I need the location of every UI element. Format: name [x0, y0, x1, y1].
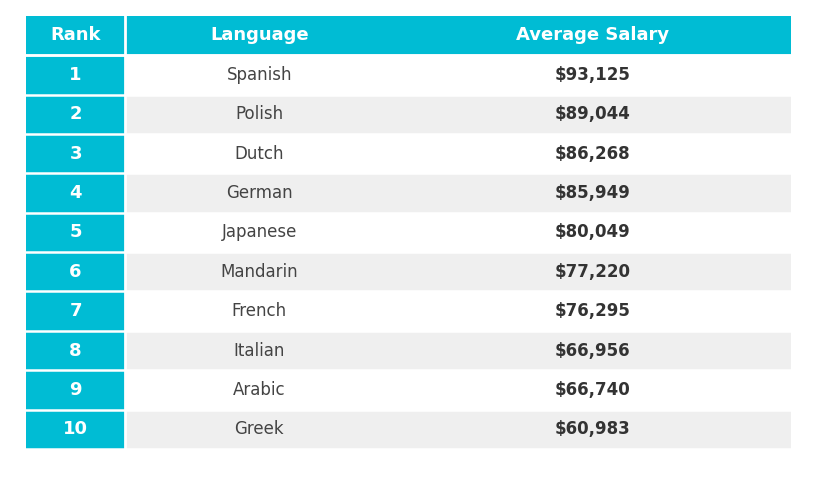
FancyBboxPatch shape — [26, 95, 125, 134]
FancyBboxPatch shape — [125, 252, 393, 291]
Text: Spanish: Spanish — [226, 66, 292, 84]
Text: $89,044: $89,044 — [554, 105, 630, 123]
Text: $85,949: $85,949 — [554, 184, 630, 202]
Text: Average Salary: Average Salary — [516, 27, 669, 44]
Text: Italian: Italian — [234, 341, 285, 359]
FancyBboxPatch shape — [125, 213, 393, 252]
FancyBboxPatch shape — [125, 410, 393, 449]
Text: Japanese: Japanese — [221, 223, 297, 242]
Text: $60,983: $60,983 — [554, 420, 630, 438]
FancyBboxPatch shape — [393, 291, 791, 331]
Text: Mandarin: Mandarin — [221, 263, 298, 281]
Text: Language: Language — [210, 27, 309, 44]
Text: 8: 8 — [69, 341, 82, 359]
FancyBboxPatch shape — [393, 95, 791, 134]
FancyBboxPatch shape — [393, 55, 791, 95]
Text: 6: 6 — [69, 263, 82, 281]
Text: $66,956: $66,956 — [555, 341, 630, 359]
Text: 2: 2 — [69, 105, 82, 123]
Text: 5: 5 — [69, 223, 82, 242]
FancyBboxPatch shape — [26, 291, 125, 331]
Text: $66,740: $66,740 — [554, 381, 630, 399]
Text: $76,295: $76,295 — [554, 302, 630, 320]
FancyBboxPatch shape — [26, 410, 125, 449]
FancyBboxPatch shape — [393, 134, 791, 173]
Text: 7: 7 — [69, 302, 82, 320]
FancyBboxPatch shape — [125, 95, 393, 134]
Text: $93,125: $93,125 — [554, 66, 630, 84]
FancyBboxPatch shape — [125, 55, 393, 95]
Text: $77,220: $77,220 — [554, 263, 630, 281]
FancyBboxPatch shape — [125, 134, 393, 173]
Text: French: French — [232, 302, 287, 320]
FancyBboxPatch shape — [125, 370, 393, 410]
Text: $80,049: $80,049 — [554, 223, 630, 242]
FancyBboxPatch shape — [26, 173, 125, 213]
FancyBboxPatch shape — [393, 410, 791, 449]
FancyBboxPatch shape — [26, 252, 125, 291]
FancyBboxPatch shape — [125, 16, 393, 55]
Text: 3: 3 — [69, 144, 82, 163]
FancyBboxPatch shape — [26, 55, 125, 95]
Text: Dutch: Dutch — [234, 144, 284, 163]
FancyBboxPatch shape — [393, 213, 791, 252]
Text: Arabic: Arabic — [233, 381, 286, 399]
FancyBboxPatch shape — [26, 134, 125, 173]
FancyBboxPatch shape — [26, 331, 125, 370]
Text: 9: 9 — [69, 381, 82, 399]
Text: Rank: Rank — [51, 27, 100, 44]
Text: Greek: Greek — [234, 420, 284, 438]
Text: 10: 10 — [63, 420, 88, 438]
Text: 1: 1 — [69, 66, 82, 84]
Text: 4: 4 — [69, 184, 82, 202]
FancyBboxPatch shape — [125, 173, 393, 213]
FancyBboxPatch shape — [393, 331, 791, 370]
FancyBboxPatch shape — [26, 16, 125, 55]
Text: $86,268: $86,268 — [555, 144, 630, 163]
FancyBboxPatch shape — [393, 370, 791, 410]
FancyBboxPatch shape — [393, 252, 791, 291]
FancyBboxPatch shape — [393, 173, 791, 213]
Text: German: German — [226, 184, 292, 202]
FancyBboxPatch shape — [125, 331, 393, 370]
FancyBboxPatch shape — [26, 370, 125, 410]
Text: Polish: Polish — [235, 105, 283, 123]
FancyBboxPatch shape — [125, 291, 393, 331]
FancyBboxPatch shape — [393, 16, 791, 55]
FancyBboxPatch shape — [26, 213, 125, 252]
